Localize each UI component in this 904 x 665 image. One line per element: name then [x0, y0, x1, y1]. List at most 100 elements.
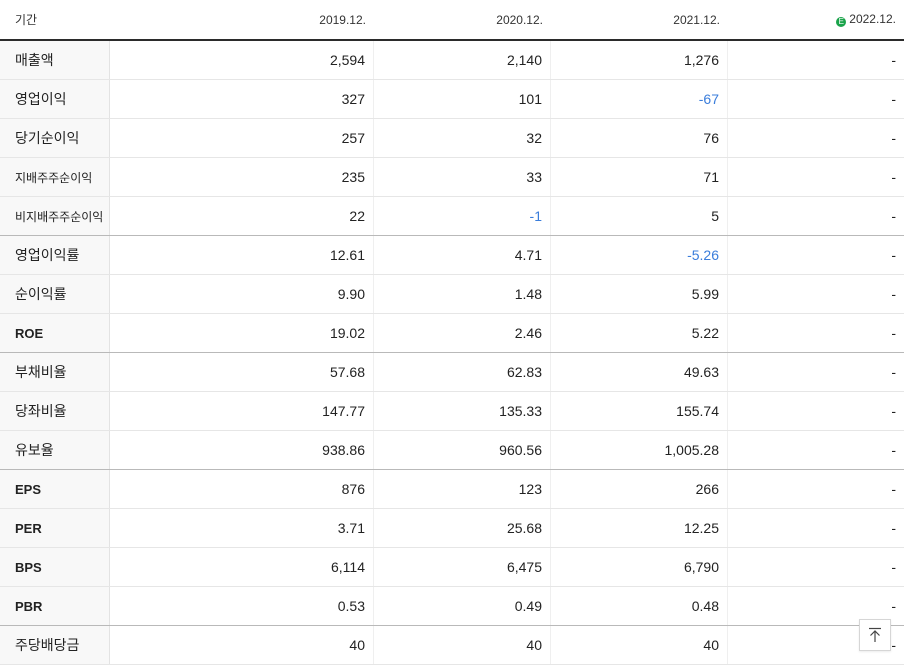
table-header: 기간 2019.12. 2020.12. 2021.12. E 2022.12. — [0, 0, 904, 41]
value-cell: - — [891, 481, 896, 497]
value-cell: 147.77 — [110, 392, 374, 430]
value-cell: 5.99 — [551, 275, 728, 313]
value-cell: 19.02 — [110, 314, 374, 352]
table-row: 비지배주주순이익 22 -1 5 - — [0, 197, 904, 236]
row-label: 당좌비율 — [0, 392, 110, 430]
period-2019: 2019.12. — [319, 12, 366, 27]
period-header-label: 기간 — [15, 13, 38, 27]
value-cell: - — [891, 598, 896, 614]
row-label: 비지배주주순이익 — [0, 197, 110, 235]
value-cell: - — [891, 130, 896, 146]
value-cell: 12.25 — [551, 509, 728, 547]
table-row: 지배주주순이익 235 33 71 - — [0, 158, 904, 197]
value-cell: 62.83 — [374, 353, 551, 391]
value-cell: 135.33 — [374, 392, 551, 430]
value-cell: - — [891, 208, 896, 224]
table-row: 영업이익률 12.61 4.71 -5.26 - — [0, 236, 904, 275]
table-row: 당기순이익 257 32 76 - — [0, 119, 904, 158]
value-cell: - — [891, 286, 896, 302]
row-label: 영업이익 — [0, 80, 110, 118]
value-cell: 9.90 — [110, 275, 374, 313]
value-cell: 960.56 — [374, 431, 551, 469]
table-row: BPS 6,114 6,475 6,790 - — [0, 548, 904, 587]
value-cell: - — [891, 247, 896, 263]
table-row: 유보율 938.86 960.56 1,005.28 - — [0, 431, 904, 470]
table-row: PBR 0.53 0.49 0.48 - — [0, 587, 904, 626]
value-cell: - — [891, 325, 896, 341]
row-label: EPS — [0, 470, 110, 508]
value-cell: - — [891, 403, 896, 419]
value-cell: - — [891, 442, 896, 458]
value-cell: - — [891, 364, 896, 380]
row-label: 영업이익률 — [0, 236, 110, 274]
table-row: 부채비율 57.68 62.83 49.63 - — [0, 353, 904, 392]
value-cell: 123 — [374, 470, 551, 508]
value-cell: 57.68 — [110, 353, 374, 391]
value-cell: 155.74 — [551, 392, 728, 430]
table-row: 당좌비율 147.77 135.33 155.74 - — [0, 392, 904, 431]
table-row: 주당배당금 40 40 40- — [0, 626, 904, 665]
table-row: 순이익률 9.90 1.48 5.99 - — [0, 275, 904, 314]
row-label: PER — [0, 509, 110, 547]
value-cell: 25.68 — [374, 509, 551, 547]
value-cell: -67 — [551, 80, 728, 118]
value-cell: 6,114 — [110, 548, 374, 586]
value-cell: 76 — [551, 119, 728, 157]
table-row: EPS 876 123 266 - — [0, 470, 904, 509]
value-cell: 2.46 — [374, 314, 551, 352]
arrow-up-to-top-icon — [869, 627, 881, 642]
value-cell: 1,276 — [551, 41, 728, 79]
value-cell: - — [891, 91, 896, 107]
value-cell: 876 — [110, 470, 374, 508]
value-cell: 12.61 — [110, 236, 374, 274]
period-2020: 2020.12. — [496, 12, 543, 27]
period-2022-estimate: E 2022.12. — [728, 12, 904, 27]
value-cell: 71 — [551, 158, 728, 196]
value-cell: 40 — [110, 626, 374, 664]
table-body: 매출액 2,594 2,140 1,276- 영업이익 327 101 -67- 당기순이익 25… — [0, 41, 904, 665]
value-cell: 327 — [110, 80, 374, 118]
value-cell: 1,005.28 — [551, 431, 728, 469]
value-cell: 49.63 — [551, 353, 728, 391]
value-cell: - — [891, 169, 896, 185]
table-row: 영업이익 327 101 -67 - — [0, 80, 904, 119]
value-cell: -5.26 — [551, 236, 728, 274]
value-cell: 2,140 — [374, 41, 551, 79]
row-label: 당기순이익 — [0, 119, 110, 157]
value-cell: - — [891, 559, 896, 575]
row-label: 유보율 — [0, 431, 110, 469]
value-cell: 101 — [374, 80, 551, 118]
value-cell: 257 — [110, 119, 374, 157]
value-cell: 33 — [374, 158, 551, 196]
value-cell: -1 — [374, 197, 551, 235]
scroll-to-top-button[interactable] — [859, 619, 891, 651]
value-cell: 4.71 — [374, 236, 551, 274]
table-row: PER 3.71 25.68 12.25 - — [0, 509, 904, 548]
estimate-badge-icon: E — [836, 17, 847, 27]
table-row: ROE 19.02 2.46 5.22 - — [0, 314, 904, 353]
value-cell: 5.22 — [551, 314, 728, 352]
value-cell: 3.71 — [110, 509, 374, 547]
row-label: 순이익률 — [0, 275, 110, 313]
period-2021: 2021.12. — [673, 12, 720, 27]
value-cell: 6,475 — [374, 548, 551, 586]
value-cell: 1.48 — [374, 275, 551, 313]
value-cell: 6,790 — [551, 548, 728, 586]
value-cell: 40 — [551, 626, 728, 664]
value-cell: 22 — [110, 197, 374, 235]
row-label: 지배주주순이익 — [0, 158, 110, 196]
row-label: 매출액 — [0, 41, 110, 79]
value-cell: - — [891, 52, 896, 68]
row-label: PBR — [0, 587, 110, 625]
value-cell: 32 — [374, 119, 551, 157]
value-cell: 0.53 — [110, 587, 374, 625]
value-cell: 0.49 — [374, 587, 551, 625]
value-cell: 2,594 — [110, 41, 374, 79]
row-label: 부채비율 — [0, 353, 110, 391]
value-cell: 235 — [110, 158, 374, 196]
row-label: ROE — [0, 314, 110, 352]
value-cell: 266 — [551, 470, 728, 508]
value-cell: 0.48 — [551, 587, 728, 625]
table-row: 매출액 2,594 2,140 1,276 - — [0, 41, 904, 80]
